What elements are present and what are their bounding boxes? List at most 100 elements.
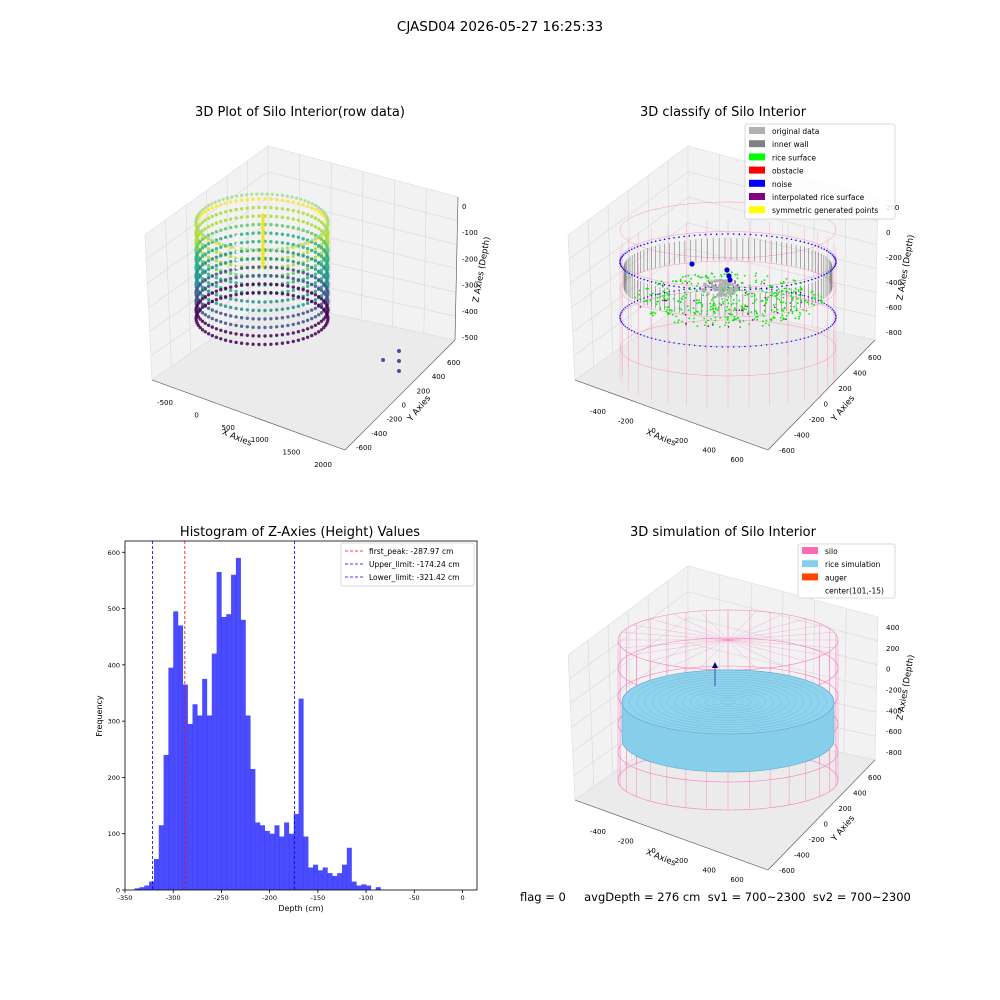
data-point xyxy=(223,278,228,282)
data-point xyxy=(200,260,205,264)
data-point xyxy=(223,295,228,299)
noise-point xyxy=(636,246,639,248)
data-point xyxy=(240,247,244,251)
rice-surface-point xyxy=(774,291,776,294)
rice-surface-point xyxy=(727,302,730,305)
data-point xyxy=(219,220,223,224)
z-axis-line xyxy=(454,196,459,341)
data-point xyxy=(251,231,255,235)
data-point xyxy=(257,317,261,321)
y-tick-label: 600 xyxy=(447,359,460,367)
original-data-point xyxy=(713,288,717,292)
data-point xyxy=(291,280,295,284)
noise-point xyxy=(744,233,746,236)
data-point xyxy=(223,269,228,273)
data-point xyxy=(251,342,255,346)
noise-point xyxy=(633,331,636,333)
rice-surface-point xyxy=(779,282,782,284)
rice-surface-point xyxy=(811,290,814,293)
data-point xyxy=(319,268,324,272)
data-point xyxy=(296,235,301,239)
data-point xyxy=(219,271,223,275)
interpolated-point xyxy=(751,319,754,321)
data-point xyxy=(269,308,273,312)
data-point xyxy=(317,321,321,325)
interpolated-point xyxy=(744,292,747,294)
rice-surface-point xyxy=(793,290,795,293)
data-point xyxy=(203,295,207,299)
data-point xyxy=(213,240,217,244)
rice-surface-point xyxy=(782,281,785,284)
rice-surface-point xyxy=(765,299,768,302)
data-point xyxy=(229,251,233,255)
rice-surface-point xyxy=(737,286,739,289)
silo-roof-strut xyxy=(727,618,806,641)
histogram-bar xyxy=(197,715,203,890)
rice-surface-point xyxy=(753,318,756,320)
z-tick-label: -600 xyxy=(886,728,902,736)
noise-point xyxy=(811,243,813,246)
data-point xyxy=(305,301,310,305)
rice-surface-point xyxy=(779,316,782,319)
rice-surface-point xyxy=(699,313,701,315)
data-point xyxy=(280,258,285,262)
rice-surface-point xyxy=(794,287,797,290)
x-tick-label: -200 xyxy=(618,418,634,426)
rice-surface-point xyxy=(660,280,663,283)
data-point xyxy=(219,320,223,324)
noise-point xyxy=(631,302,633,305)
x-axis-line xyxy=(574,799,769,871)
original-data-point xyxy=(706,292,710,296)
y-axis-label: Frequency xyxy=(95,695,104,737)
data-point xyxy=(263,334,267,338)
data-point xyxy=(203,303,207,307)
noise-point xyxy=(626,327,628,329)
rice-surface-point xyxy=(795,307,798,310)
figure-title: CJASD04 2026-05-27 16:25:33 xyxy=(397,19,603,35)
rice-surface-point xyxy=(692,321,695,323)
data-point xyxy=(263,342,267,347)
data-point xyxy=(229,254,233,259)
data-point xyxy=(206,255,211,259)
interpolated-point xyxy=(795,291,797,294)
noise-point xyxy=(683,288,685,291)
data-point xyxy=(261,240,265,244)
original-data-point xyxy=(712,284,716,288)
interpolated-point xyxy=(685,322,687,325)
histogram-bars xyxy=(134,557,381,890)
rice-surface-point xyxy=(813,303,816,306)
noise-point xyxy=(828,251,830,253)
rice-surface-point xyxy=(791,291,794,294)
noise-point xyxy=(829,252,832,255)
data-point xyxy=(269,274,273,278)
noise-point xyxy=(636,276,639,279)
status-footer: flag = 0 avgDepth = 276 cm sv1 = 700~230… xyxy=(520,890,911,904)
z-tick-label: -400 xyxy=(886,707,902,715)
y-tick-label: 200 xyxy=(838,385,851,393)
data-point xyxy=(313,281,318,285)
noise-point xyxy=(663,283,666,286)
rice-surface-point xyxy=(785,302,787,305)
data-point xyxy=(219,211,223,215)
data-point xyxy=(203,313,207,317)
rice-surface-point xyxy=(645,287,648,290)
rice-surface-point xyxy=(755,281,757,284)
histogram-bar xyxy=(134,888,140,890)
data-point xyxy=(200,319,205,323)
noise-point xyxy=(835,259,837,262)
noise-point xyxy=(621,255,624,257)
rice-surface-point xyxy=(714,319,717,322)
rice-surface-point xyxy=(773,311,775,314)
data-point xyxy=(257,300,261,304)
data-point xyxy=(257,256,261,261)
data-point xyxy=(317,330,321,334)
rice-surface-point xyxy=(776,294,779,296)
data-point xyxy=(235,262,239,266)
noise-point xyxy=(650,337,653,339)
x-axis-label: X Axies xyxy=(220,428,253,449)
rice-surface-point xyxy=(741,307,743,310)
histogram-bar xyxy=(279,836,285,890)
interpolated-point xyxy=(727,326,730,328)
rice-surface-point xyxy=(634,296,637,299)
histogram-bar xyxy=(322,867,328,890)
